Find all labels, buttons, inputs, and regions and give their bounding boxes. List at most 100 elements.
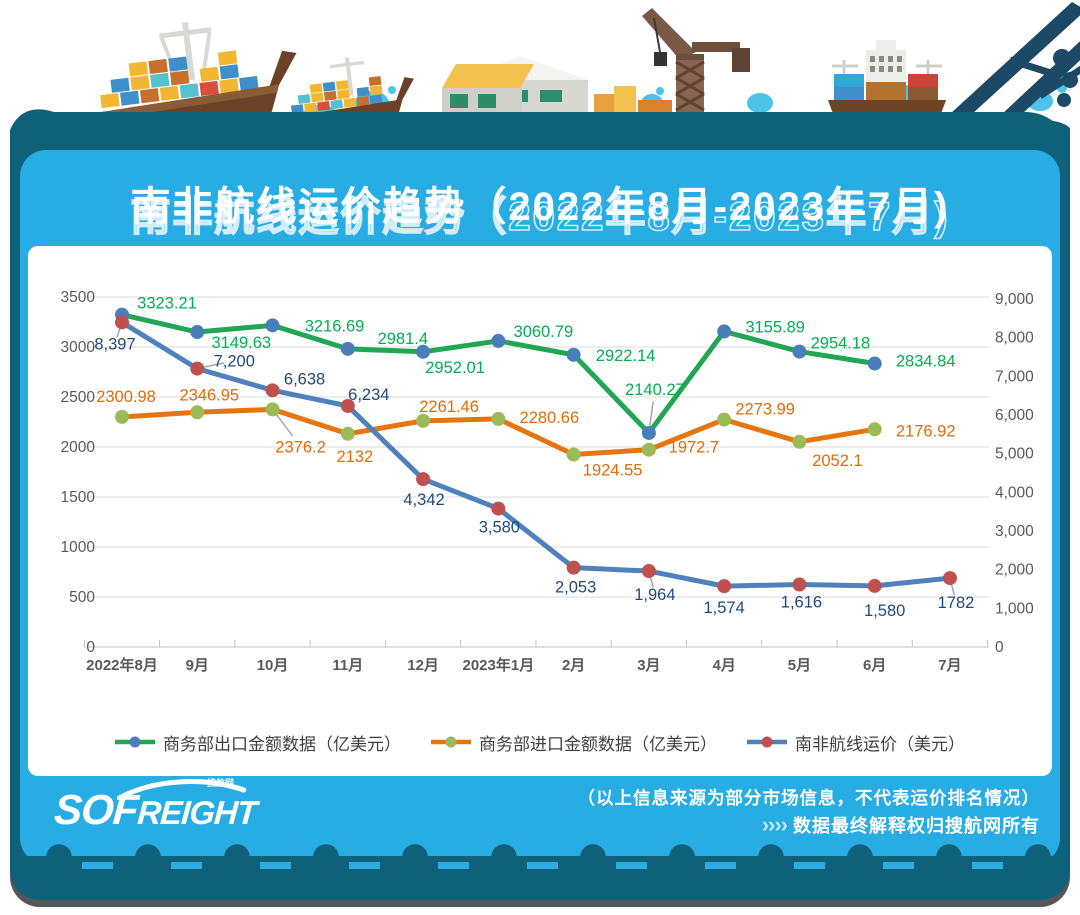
data-label: 2376.2 xyxy=(275,438,325,456)
legend-label: 商务部出口金额数据（亿美元） xyxy=(163,734,401,754)
legend-sample-icon xyxy=(115,736,155,748)
data-label: 4,342 xyxy=(403,491,444,509)
data-label: 3060.79 xyxy=(514,323,574,341)
data-label: 1,616 xyxy=(781,594,822,612)
data-label: 6,638 xyxy=(284,370,325,388)
legend-item-2: 南非航线运价（美元） xyxy=(747,730,965,755)
data-point-marker xyxy=(491,501,506,516)
x-axis-label: 2月 xyxy=(562,657,585,674)
logo-swoosh-icon xyxy=(117,779,247,800)
left-axis-tick-label: 1500 xyxy=(61,489,96,506)
harbor-crane xyxy=(642,8,750,112)
right-axis-tick-label: 9,000 xyxy=(995,291,1034,308)
data-label: 3323.21 xyxy=(137,295,197,313)
data-point-marker xyxy=(641,425,656,440)
data-point-marker xyxy=(867,578,882,593)
data-label: 1,574 xyxy=(704,599,745,617)
content-card: 南非航线运价趋势（2022年8月-2023年7月) 南非航线运价趋势（2022年… xyxy=(20,150,1060,864)
data-point-marker xyxy=(190,405,205,420)
right-axis-tick-label: 2,000 xyxy=(995,562,1034,579)
data-label: 2176.92 xyxy=(896,422,956,440)
data-point-marker xyxy=(190,361,205,376)
port-cranes xyxy=(950,2,1080,114)
legend-label: 商务部进口金额数据（亿美元） xyxy=(479,734,717,754)
data-point-marker xyxy=(491,411,506,426)
trend-chart: 3500 3000 2500 2000 1500 1000 500 0 9,000 8,000 7,… xyxy=(61,289,1035,674)
x-axis-label: 2022年8月 xyxy=(86,656,158,674)
data-point-marker xyxy=(942,571,957,586)
data-label: 3149.63 xyxy=(211,334,271,352)
data-label: 2346.95 xyxy=(179,386,239,404)
data-label: 2954.18 xyxy=(811,335,871,353)
data-point-marker xyxy=(792,344,807,359)
x-axis-label: 7月 xyxy=(938,657,961,674)
label-leader-line xyxy=(201,362,225,369)
data-point-marker xyxy=(491,333,506,348)
data-point-marker xyxy=(265,318,280,333)
data-label: 3155.89 xyxy=(745,318,805,336)
data-label: 6,234 xyxy=(348,386,389,404)
data-point-marker xyxy=(566,347,581,362)
sofreight-logo: WWW.SOFREIGHT.COM 搜航网 SOFREIGHT xyxy=(53,770,284,842)
data-point-marker xyxy=(115,315,129,330)
page-title-shadow: 南非航线运价趋势（2022年8月-2023年7月) xyxy=(130,194,950,240)
data-label: 1,964 xyxy=(634,586,675,604)
main-card: 南非航线运价趋势（2022年8月-2023年7月) 南非航线运价趋势（2022年… xyxy=(10,112,1070,900)
data-point-marker xyxy=(792,577,807,592)
data-label: 2132 xyxy=(336,448,373,466)
data-label: 2834.84 xyxy=(896,353,956,371)
data-label: 2952.01 xyxy=(425,359,485,377)
x-axis-label: 11月 xyxy=(332,657,363,674)
right-axis-tick-label: 8,000 xyxy=(995,330,1034,347)
label-leader-line xyxy=(275,413,294,437)
disclaimer-line2-text: 数据最终解释权归搜航网所有 xyxy=(793,816,1040,836)
data-label: 2922.14 xyxy=(596,347,656,365)
data-label: 1972.7 xyxy=(669,439,719,457)
data-label: 3,580 xyxy=(479,519,520,537)
data-point-marker xyxy=(717,324,732,339)
x-axis-label: 2023年1月 xyxy=(462,656,534,674)
right-axis-tick-label: 0 xyxy=(995,639,1004,656)
data-label: 2280.66 xyxy=(520,409,580,427)
data-label: 2981.4 xyxy=(378,330,428,348)
data-point-marker xyxy=(717,579,732,594)
x-axis-label: 6月 xyxy=(863,657,886,674)
x-axis-label: 10月 xyxy=(257,657,289,674)
data-label: 2,053 xyxy=(555,579,596,597)
data-point-marker xyxy=(265,402,280,417)
disclaimer: （以上信息来源为部分市场信息，不代表运价排名情况） ›››› 数据最终解释权归搜航… xyxy=(578,785,1041,840)
label-leader-line xyxy=(648,401,654,428)
data-label: 1,580 xyxy=(864,602,905,620)
data-label: 2052.1 xyxy=(812,452,862,470)
data-label: 2140.27 xyxy=(625,381,685,399)
legend-sample-icon xyxy=(747,736,787,748)
data-label: 2273.99 xyxy=(735,401,795,419)
right-axis-tick-label: 6,000 xyxy=(995,407,1034,424)
left-axis-tick-label: 2000 xyxy=(61,439,96,456)
data-label: 1782 xyxy=(938,594,975,612)
data-point-marker xyxy=(340,398,355,413)
data-point-marker xyxy=(416,413,431,428)
warehouse xyxy=(442,56,672,114)
legend-label: 南非航线运价（美元） xyxy=(795,734,965,754)
page-title: 南非航线运价趋势（2022年8月-2023年7月) xyxy=(130,185,950,229)
data-point-marker xyxy=(717,412,732,427)
scalloped-edge xyxy=(20,844,1060,900)
data-label: 2261.46 xyxy=(419,398,479,416)
data-point-marker xyxy=(340,426,355,441)
data-point-marker xyxy=(190,325,205,340)
data-point-marker xyxy=(641,564,656,579)
chart-legend: 商务部出口金额数据（亿美元） 商务部进口金额数据（亿美元） 南非航线运价（美元） xyxy=(28,714,1052,770)
legend-item-0: 商务部出口金额数据（亿美元） xyxy=(115,730,401,755)
logo-url-text: WWW.SOFREIGHT.COM xyxy=(137,770,234,777)
data-point-marker xyxy=(566,447,581,462)
data-point-marker xyxy=(867,356,882,371)
x-axis-label: 3月 xyxy=(637,657,660,674)
data-label: 8,397 xyxy=(94,335,135,353)
data-point-marker xyxy=(792,434,807,449)
data-point-marker xyxy=(265,383,280,398)
chevrons-icon: ›››› xyxy=(761,812,788,837)
left-axis-tick-label: 500 xyxy=(69,589,95,606)
x-axis-label: 12月 xyxy=(407,657,439,674)
